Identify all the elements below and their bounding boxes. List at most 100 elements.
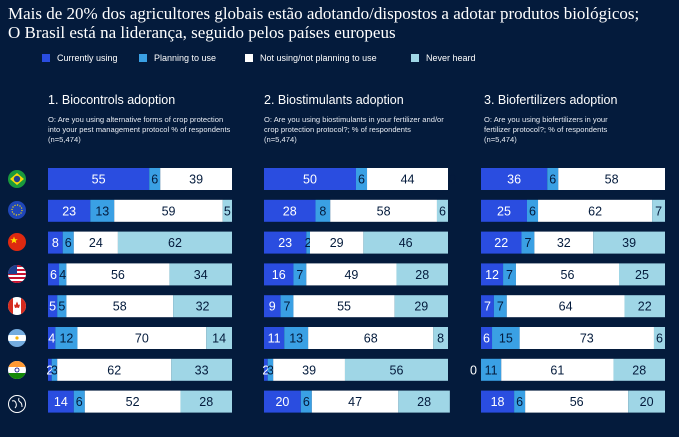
label-p3-r7-currently-using: 0 bbox=[470, 363, 477, 377]
legend-item-currently-using: Currently using bbox=[42, 53, 118, 63]
label-p3-r8-currently-using: 18 bbox=[491, 395, 505, 409]
bar-p1-r5-planning-to-use bbox=[57, 295, 67, 318]
bar-p2-r6-planning-to-use bbox=[284, 327, 309, 349]
bar-p3-r2-not-using bbox=[538, 199, 653, 222]
label-p1-r8-never-heard: 28 bbox=[199, 395, 213, 409]
bar-p3-r5-currently-using bbox=[481, 295, 494, 318]
legend-label-planning-to-use: Planning to use bbox=[154, 53, 217, 63]
bar-p2-r7-currently-using bbox=[264, 358, 268, 381]
label-p3-r1-never-heard: 0 bbox=[666, 173, 673, 187]
label-p3-r6-not-using: 73 bbox=[580, 332, 594, 346]
legend-swatch-never-heard bbox=[411, 54, 419, 62]
label-p3-r5-not-using: 64 bbox=[559, 300, 573, 314]
panel-3-question: O: Are you using biofertilizers in your … bbox=[484, 115, 608, 144]
label-p2-r7-not-using: 39 bbox=[302, 363, 316, 377]
label-p1-r7-currently-using: 2 bbox=[46, 363, 53, 377]
label-p1-r8-planning-to-use: 6 bbox=[76, 395, 83, 409]
bar-p2-r4-not-using bbox=[306, 263, 397, 286]
bar-p2-r1-planning-to-use bbox=[356, 168, 368, 190]
label-p2-r8-currently-using: 20 bbox=[275, 395, 289, 409]
bar-p3-r1-not-using bbox=[558, 168, 665, 190]
bar-p2-r2-not-using bbox=[330, 199, 437, 222]
label-p3-r7-never-heard: 28 bbox=[632, 363, 646, 377]
label-p3-r3-never-heard: 39 bbox=[622, 236, 636, 250]
label-p3-r3-planning-to-use: 7 bbox=[524, 236, 531, 250]
bar-p1-r7-never-heard bbox=[171, 358, 232, 381]
label-p2-r3-not-using: 29 bbox=[330, 236, 344, 250]
label-p2-r6-currently-using: 11 bbox=[268, 332, 281, 346]
bar-p3-r4-planning-to-use bbox=[503, 263, 516, 286]
label-p3-r1-currently-using: 36 bbox=[507, 173, 521, 187]
bar-p2-r8-currently-using bbox=[264, 390, 301, 413]
label-p2-r8-not-using: 47 bbox=[348, 395, 362, 409]
bar-p3-r3-not-using bbox=[534, 231, 594, 254]
bar-p2-r3-currently-using bbox=[264, 231, 307, 254]
bar-p2-r6-currently-using bbox=[264, 327, 285, 349]
label-p3-r6-never-heard: 6 bbox=[656, 332, 663, 346]
panel-2-question: O: Are you using biostimulants in your f… bbox=[264, 115, 444, 144]
bar-p1-r3-currently-using bbox=[48, 231, 63, 254]
label-p2-r6-never-heard: 8 bbox=[437, 332, 444, 346]
bar-p1-r2-currently-using bbox=[48, 199, 91, 222]
bar-p2-r3-never-heard bbox=[363, 231, 448, 254]
legend-label-never-heard: Never heard bbox=[426, 53, 476, 63]
bar-p1-r4-planning-to-use bbox=[59, 263, 67, 286]
bar-p3-r8-never-heard bbox=[628, 390, 665, 413]
label-p2-r8-planning-to-use: 6 bbox=[303, 395, 310, 409]
bar-p2-r7-not-using bbox=[273, 358, 345, 381]
label-p1-r4-not-using: 56 bbox=[111, 268, 125, 282]
label-p1-r5-never-heard: 32 bbox=[196, 300, 210, 314]
label-p3-r4-never-heard: 25 bbox=[635, 268, 649, 282]
bar-p2-r4-planning-to-use bbox=[293, 263, 307, 286]
bar-p1-r7-not-using bbox=[57, 358, 172, 381]
label-p2-r1-never-heard: 0 bbox=[449, 173, 456, 187]
chart-title: Mais de 20% dos agricultores globais est… bbox=[8, 4, 640, 42]
india-flag-icon bbox=[8, 361, 26, 379]
bar-p3-r6-not-using bbox=[519, 327, 654, 349]
bar-p3-r8-currently-using bbox=[481, 390, 515, 413]
bar-p1-r7-planning-to-use bbox=[51, 358, 58, 381]
label-p2-r5-not-using: 55 bbox=[337, 300, 351, 314]
label-p2-r1-currently-using: 50 bbox=[303, 173, 317, 187]
panel-1-title: 1. Biocontrols adoption bbox=[48, 93, 176, 107]
label-p3-r2-planning-to-use: 6 bbox=[529, 204, 536, 218]
bar-p2-r2-never-heard bbox=[436, 199, 448, 222]
label-p3-r2-currently-using: 25 bbox=[497, 204, 511, 218]
label-p2-r3-currently-using: 23 bbox=[278, 236, 292, 250]
label-p1-r7-never-heard: 33 bbox=[195, 363, 209, 377]
bar-p3-r3-planning-to-use bbox=[521, 231, 535, 254]
label-p1-r8-not-using: 52 bbox=[126, 395, 140, 409]
label-p1-r1-never-heard: 0 bbox=[233, 173, 240, 187]
bar-p3-r6-currently-using bbox=[481, 327, 493, 349]
bar-p1-r4-currently-using bbox=[48, 263, 60, 286]
label-p2-r4-never-heard: 28 bbox=[415, 268, 429, 282]
label-p1-r3-not-using: 24 bbox=[89, 236, 103, 250]
bar-p2-r5-not-using bbox=[293, 295, 395, 318]
label-p1-r6-never-heard: 14 bbox=[212, 332, 226, 346]
label-p2-r2-not-using: 58 bbox=[377, 204, 391, 218]
bar-p1-r2-not-using bbox=[114, 199, 223, 222]
bar-p3-r7-planning-to-use bbox=[481, 358, 502, 381]
bar-p2-r2-planning-to-use bbox=[315, 199, 331, 222]
label-p3-r6-currently-using: 6 bbox=[483, 332, 490, 346]
legend-label-not-using: Not using/not planning to use bbox=[260, 53, 377, 63]
bar-p3-r4-currently-using bbox=[481, 263, 504, 286]
label-p2-r5-never-heard: 29 bbox=[414, 300, 428, 314]
label-p3-r8-never-heard: 20 bbox=[640, 395, 654, 409]
label-p3-r3-currently-using: 22 bbox=[494, 236, 508, 250]
label-p3-r8-planning-to-use: 6 bbox=[516, 395, 523, 409]
label-p3-r4-not-using: 56 bbox=[561, 268, 575, 282]
label-p2-r5-planning-to-use: 7 bbox=[284, 300, 291, 314]
bar-p1-r6-planning-to-use bbox=[55, 327, 78, 349]
label-p3-r5-never-heard: 22 bbox=[638, 300, 652, 314]
bar-p1-r5-not-using bbox=[66, 295, 174, 318]
label-p2-r8-never-heard: 28 bbox=[417, 395, 431, 409]
bar-p3-r5-not-using bbox=[506, 295, 625, 318]
panel-1-question: O: Are you using alternative forms of cr… bbox=[48, 115, 231, 144]
label-p1-r3-never-heard: 62 bbox=[168, 236, 182, 250]
bar-p3-r7-not-using bbox=[501, 358, 614, 381]
bar-p3-r8-planning-to-use bbox=[514, 390, 526, 413]
bar-p3-r7-never-heard bbox=[613, 358, 665, 381]
bar-p1-r8-not-using bbox=[84, 390, 181, 413]
